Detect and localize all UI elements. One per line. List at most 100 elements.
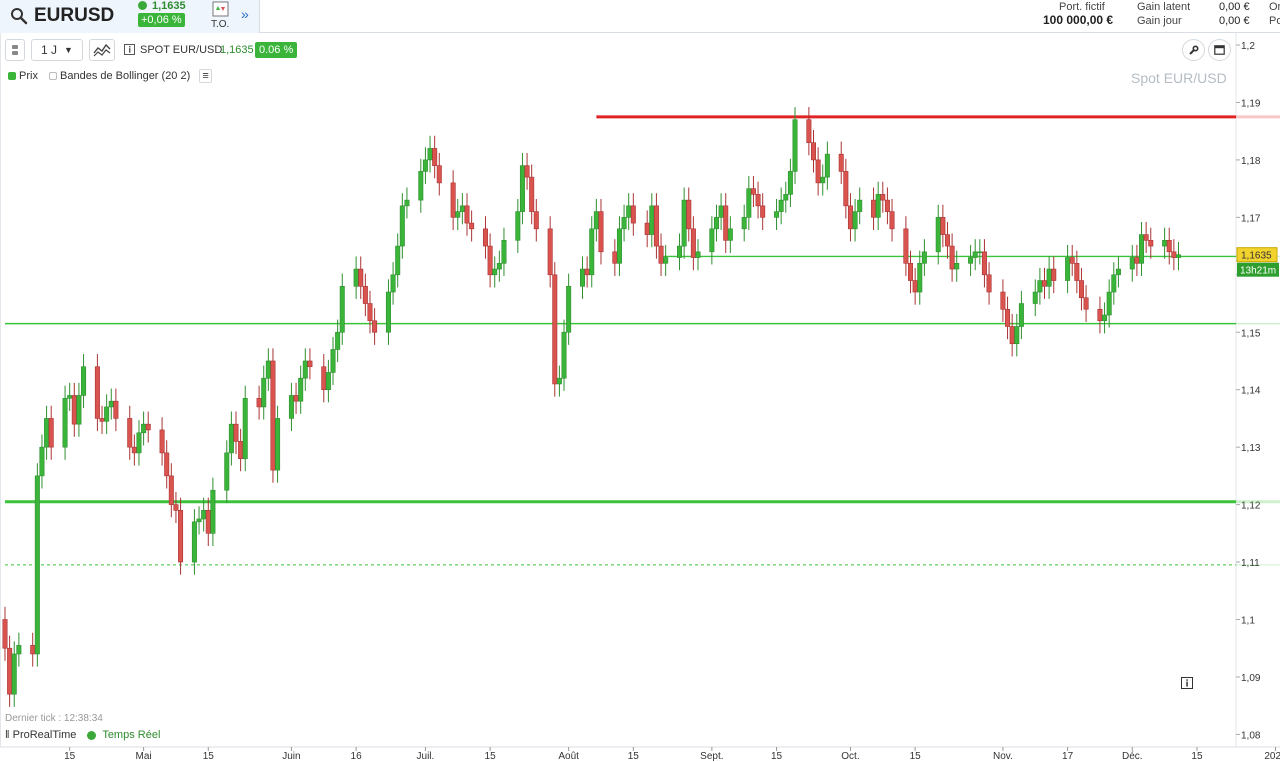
candle-body bbox=[968, 257, 974, 264]
x-tick-label: Août bbox=[558, 751, 579, 762]
candle-body bbox=[556, 377, 562, 385]
candle-body bbox=[1069, 257, 1075, 264]
y-tick-label: 1,08 bbox=[1241, 730, 1261, 741]
candle-body bbox=[755, 194, 761, 207]
candle-body bbox=[487, 245, 493, 276]
candle-body bbox=[427, 148, 433, 161]
list-menu-icon[interactable]: ≡ bbox=[199, 69, 212, 83]
order-ticket-label[interactable]: T.O. bbox=[211, 19, 230, 30]
interval-value: 1 J bbox=[41, 43, 58, 57]
instrument-panel[interactable]: EURUSD 1,1635 +0,06 % T.O. » bbox=[0, 0, 260, 33]
portfolio-value: 100 000,00 € bbox=[1043, 13, 1114, 27]
candle-body bbox=[367, 303, 373, 322]
candle-body bbox=[944, 234, 950, 247]
candle-body bbox=[718, 205, 724, 218]
brand-name: ProRealTime bbox=[12, 729, 77, 741]
candle-body bbox=[626, 205, 632, 218]
candle-body bbox=[533, 211, 539, 230]
candle-body bbox=[589, 228, 595, 276]
candle-body bbox=[293, 395, 299, 402]
candle-body bbox=[224, 452, 230, 491]
legend-item-bollinger[interactable]: Bandes de Bollinger (20 2) bbox=[49, 70, 190, 82]
candle-body bbox=[238, 441, 244, 459]
candle-body bbox=[164, 452, 170, 477]
candle-body bbox=[917, 263, 923, 293]
candle-body bbox=[616, 228, 622, 264]
candle-body bbox=[695, 251, 701, 258]
candle-body bbox=[843, 171, 849, 207]
candle-body bbox=[723, 205, 729, 241]
candle-body bbox=[321, 366, 327, 391]
candle-body bbox=[76, 395, 82, 425]
candle-body bbox=[709, 228, 715, 253]
candle-body bbox=[644, 222, 650, 235]
info-icon[interactable] bbox=[124, 44, 135, 55]
header-price: 1,1635 bbox=[152, 0, 186, 12]
candle-body bbox=[806, 119, 812, 143]
candle-body bbox=[1051, 268, 1057, 281]
candle-body bbox=[1078, 280, 1084, 299]
wrench-button[interactable] bbox=[1182, 39, 1205, 61]
x-tick-label: Déc. bbox=[1122, 751, 1143, 762]
scroll-handle-icon[interactable] bbox=[5, 39, 25, 61]
candle-body bbox=[131, 446, 137, 454]
chart-type-button[interactable] bbox=[89, 39, 115, 61]
candle-body bbox=[880, 194, 886, 201]
y-tick-label: 1,17 bbox=[1241, 213, 1261, 224]
chart-watermark: Spot EUR/USD bbox=[1131, 70, 1227, 86]
candle-body bbox=[949, 245, 955, 270]
legend-item-price[interactable]: Prix bbox=[8, 70, 38, 82]
candle-body bbox=[889, 211, 895, 230]
instrument-change-badge: 0.06 % bbox=[255, 42, 298, 58]
chart-info-icon[interactable] bbox=[1181, 677, 1193, 689]
last-tick-time: Dernier tick : 12:38:34 bbox=[5, 713, 103, 724]
window-icon bbox=[1214, 45, 1225, 55]
candle-body bbox=[903, 228, 909, 264]
change-badge: +0,06 % bbox=[138, 13, 185, 27]
candle-body bbox=[1018, 303, 1024, 327]
x-tick-label: 15 bbox=[910, 751, 922, 762]
search-icon[interactable] bbox=[10, 7, 28, 25]
price-legend-icon bbox=[8, 72, 16, 81]
candle-body bbox=[787, 171, 793, 195]
candle-body bbox=[113, 400, 119, 419]
candle-body bbox=[482, 228, 488, 247]
price-chart[interactable]: 1,2 1,19 1,18 1,17 1,15 1,14 1,13 1,12 1,11 1,1 1,… bbox=[0, 33, 1280, 762]
countdown-tag bbox=[1237, 262, 1279, 277]
candle-body bbox=[307, 360, 313, 368]
x-tick-label: 15 bbox=[64, 751, 76, 762]
expand-panel-icon[interactable]: » bbox=[241, 6, 249, 22]
candle-body bbox=[908, 263, 914, 281]
candle-body bbox=[986, 274, 992, 293]
x-tick-label: 15 bbox=[485, 751, 497, 762]
candle-body bbox=[1143, 234, 1149, 241]
candle-body bbox=[774, 211, 780, 218]
x-tick-label: 15 bbox=[771, 751, 783, 762]
candle-body bbox=[178, 510, 184, 563]
candle-body bbox=[1009, 326, 1015, 345]
candle-body bbox=[455, 211, 461, 218]
window-button[interactable] bbox=[1208, 39, 1231, 61]
candle-body bbox=[395, 245, 401, 276]
candle-body bbox=[977, 251, 983, 254]
candle-body bbox=[1005, 308, 1011, 327]
candle-body bbox=[1032, 291, 1038, 304]
candle-body bbox=[302, 360, 308, 379]
x-tick-label: Nov. bbox=[993, 751, 1013, 762]
candle-body bbox=[741, 217, 747, 230]
candle-body bbox=[492, 268, 498, 276]
chart-type-icon bbox=[93, 43, 111, 57]
instrument-price: 1,1635 bbox=[220, 44, 254, 56]
truncated-label-1: Or bbox=[1269, 1, 1280, 13]
interval-select[interactable]: 1 J ▼ bbox=[31, 39, 83, 61]
candle-body bbox=[385, 291, 391, 333]
order-ticket-icon[interactable] bbox=[212, 1, 229, 17]
gain-jour-label: Gain jour bbox=[1137, 15, 1182, 27]
instrument-symbol[interactable]: EURUSD bbox=[34, 5, 115, 26]
x-tick-label: Mai bbox=[136, 751, 152, 762]
x-tick-label: 15 bbox=[203, 751, 215, 762]
candle-body bbox=[210, 489, 216, 534]
last-price-label: 1,1635 bbox=[1241, 251, 1272, 262]
candle-body bbox=[339, 285, 345, 333]
candle-body bbox=[1166, 240, 1172, 253]
